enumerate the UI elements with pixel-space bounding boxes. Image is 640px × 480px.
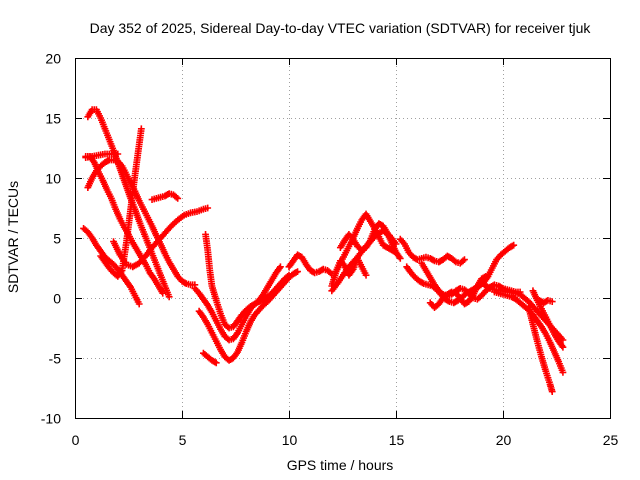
series-track-1 <box>80 225 143 308</box>
data-point <box>559 343 567 351</box>
series-track-26 <box>535 297 556 307</box>
y-tick-label-0: 0 <box>53 291 61 307</box>
series-track-10 <box>191 271 293 344</box>
y-tick-label-5: 5 <box>53 231 61 247</box>
x-tick-label-25: 25 <box>603 432 619 448</box>
series-track-17 <box>328 255 370 290</box>
series-track-25 <box>529 287 567 351</box>
y-tick-label-10: 10 <box>45 171 61 187</box>
data-point <box>204 204 212 212</box>
data-point <box>482 273 490 280</box>
data-point <box>114 150 122 158</box>
series-track-9 <box>202 231 284 332</box>
series-track-13 <box>285 251 336 278</box>
y-tick-label-20: 20 <box>45 51 61 67</box>
series-track-11 <box>195 268 301 364</box>
y-tick-label--5: -5 <box>49 351 62 367</box>
series-track-4 <box>84 156 199 289</box>
data-point <box>165 293 173 301</box>
x-axis-label: GPS time / hours <box>287 457 394 473</box>
data-points-layer <box>80 106 567 395</box>
series-track-8 <box>148 190 182 203</box>
x-tick-label-20: 20 <box>496 432 512 448</box>
series-track-16 <box>336 220 404 262</box>
x-tick-label-15: 15 <box>389 432 405 448</box>
y-axis-label: SDTVAR / TECUs <box>5 181 21 293</box>
x-tick-label-5: 5 <box>179 432 187 448</box>
plot-frame <box>75 58 611 419</box>
data-point <box>294 268 301 275</box>
data-point <box>135 300 143 308</box>
data-point <box>137 125 145 133</box>
data-point <box>559 369 567 376</box>
series-track-7 <box>82 150 122 161</box>
data-point <box>548 388 556 395</box>
series-track-21 <box>426 273 490 311</box>
y-tick-label-15: 15 <box>45 111 61 127</box>
series-track-24 <box>525 304 556 395</box>
data-point <box>461 256 468 263</box>
data-point <box>277 263 284 271</box>
data-point <box>510 241 518 249</box>
axes-layer: 0 5 10 15 20 25 -10 -5 0 5 10 15 20 <box>41 51 619 449</box>
data-point <box>212 359 220 367</box>
y-tick-label--10: -10 <box>41 411 61 427</box>
data-point <box>548 298 556 305</box>
x-tick-label-0: 0 <box>72 432 80 448</box>
chart-title: Day 352 of 2025, Sidereal Day-to-day VTE… <box>90 20 592 36</box>
series-track-18 <box>396 235 468 267</box>
series-track-6 <box>110 204 212 271</box>
data-point <box>174 195 182 202</box>
data-point <box>362 271 370 279</box>
data-point <box>396 255 404 262</box>
data-point <box>559 336 567 344</box>
series-track-12 <box>200 349 220 367</box>
x-tick-label-10: 10 <box>282 432 298 448</box>
grid-layer <box>75 58 610 418</box>
